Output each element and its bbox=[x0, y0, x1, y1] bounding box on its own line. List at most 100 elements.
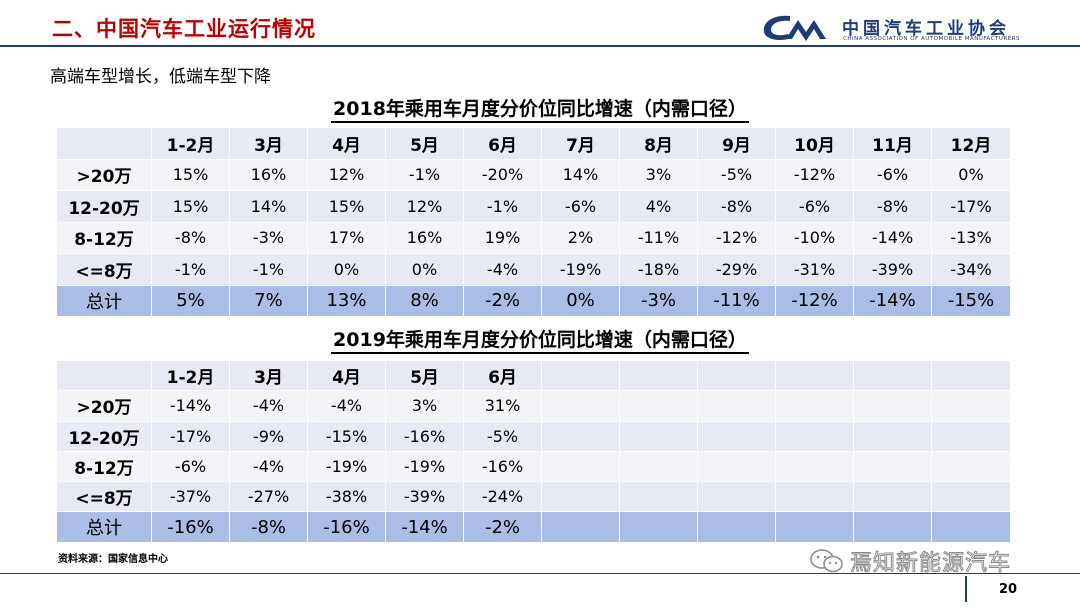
slide-title: 二、中国汽车工业运行情况 bbox=[52, 17, 316, 41]
table-cell: 7% bbox=[230, 285, 308, 317]
table-row: 8-12万 -8% -3% 17% 16% 19% 2% -11% -12% -10% -14% -1… bbox=[57, 222, 1011, 254]
table-cell: -12% bbox=[776, 285, 854, 317]
table-cell: -3% bbox=[230, 222, 308, 254]
table-cell: -27% bbox=[230, 482, 308, 513]
column-header: 10月 bbox=[776, 128, 854, 160]
table-cell: -8% bbox=[854, 191, 932, 223]
table-cell bbox=[542, 482, 620, 513]
caam-logo-icon bbox=[763, 15, 826, 41]
table-cell: -8% bbox=[230, 512, 308, 543]
row-header: 总计 bbox=[57, 512, 152, 543]
table-cell: -19% bbox=[386, 451, 464, 483]
table-cell: 0% bbox=[308, 254, 386, 286]
table-cell bbox=[620, 391, 698, 422]
table-cell bbox=[932, 421, 1011, 452]
table-cell: -5% bbox=[464, 421, 542, 452]
table-cell bbox=[854, 391, 932, 422]
table-cell: 4% bbox=[620, 191, 698, 223]
table-cell: -4% bbox=[308, 391, 386, 422]
table-cell: -1% bbox=[230, 254, 308, 286]
table-row: <=8万 -37% -27% -38% -39% -24% bbox=[57, 482, 1011, 513]
column-header: 8月 bbox=[620, 128, 698, 160]
table-cell: -34% bbox=[932, 254, 1011, 286]
column-header bbox=[698, 361, 776, 392]
table-cell: -15% bbox=[308, 421, 386, 452]
column-header: 3月 bbox=[230, 361, 308, 392]
table-2019-title-text: 2019年乘用车月度分价位同比增速（内需口径） bbox=[331, 328, 749, 354]
table-cell bbox=[854, 512, 932, 543]
column-header: 6月 bbox=[464, 361, 542, 392]
table-cell: -17% bbox=[932, 191, 1011, 223]
table-cell: -29% bbox=[698, 254, 776, 286]
table-cell: -19% bbox=[542, 254, 620, 286]
row-header: >20万 bbox=[57, 159, 152, 191]
table-row: >20万 -14% -4% -4% 3% 31% bbox=[57, 391, 1011, 422]
table-cell: 15% bbox=[152, 191, 230, 223]
footer-divider-line bbox=[0, 573, 1080, 574]
row-header: <=8万 bbox=[57, 254, 152, 286]
slide-subtitle: 高端车型增长，低端车型下降 bbox=[50, 67, 271, 87]
table-row: <=8万 -1% -1% 0% 0% -4% -19% -18% -29% -31% -39% -34… bbox=[57, 254, 1011, 286]
header-divider bbox=[0, 45, 1080, 47]
row-header: 12-20万 bbox=[57, 421, 152, 452]
org-name-en: CHINA ASSOCIATION OF AUTOMOBILE MANUFACT… bbox=[843, 36, 1021, 42]
table-2018-title: 2018年乘用车月度分价位同比增速（内需口径） bbox=[0, 97, 1080, 123]
table-cell: -10% bbox=[776, 222, 854, 254]
table-cell: -6% bbox=[776, 191, 854, 223]
table-cell bbox=[932, 391, 1011, 422]
table-cell: -19% bbox=[308, 451, 386, 483]
column-header bbox=[776, 361, 854, 392]
table-cell: -38% bbox=[308, 482, 386, 513]
table-cell: -11% bbox=[698, 285, 776, 317]
footer-vertical-divider bbox=[965, 576, 967, 602]
table-cell bbox=[854, 421, 932, 452]
table-cell: -16% bbox=[308, 512, 386, 543]
table-cell: -6% bbox=[152, 451, 230, 483]
table-cell: -17% bbox=[152, 421, 230, 452]
table-cell: 0% bbox=[386, 254, 464, 286]
row-header: 8-12万 bbox=[57, 222, 152, 254]
table-cell: 15% bbox=[308, 191, 386, 223]
table-cell: 12% bbox=[386, 191, 464, 223]
table-cell: -3% bbox=[620, 285, 698, 317]
table-2018: 1-2月 3月 4月 5月 6月 7月 8月 9月 10月 11月 12月 >20万 15% 16% 12%… bbox=[57, 128, 1011, 317]
table-header-row: 1-2月 3月 4月 5月 6月 7月 8月 9月 10月 11月 12月 bbox=[57, 128, 1011, 160]
column-header bbox=[854, 361, 932, 392]
table-cell: 3% bbox=[620, 159, 698, 191]
column-header: 4月 bbox=[308, 361, 386, 392]
column-header: 5月 bbox=[386, 361, 464, 392]
table-cell: -14% bbox=[152, 391, 230, 422]
table-cell bbox=[698, 451, 776, 483]
table-2019: 1-2月 3月 4月 5月 6月 >20万 -14% -4% -4% 3% 31% 12-20万 -17… bbox=[57, 361, 1011, 543]
table-cell: 5% bbox=[152, 285, 230, 317]
table-cell: -1% bbox=[386, 159, 464, 191]
table-cell: -15% bbox=[932, 285, 1011, 317]
table-cell bbox=[776, 512, 854, 543]
table-row: 8-12万 -6% -4% -19% -19% -16% bbox=[57, 451, 1011, 483]
table-row: 12-20万 15% 14% 15% 12% -1% -6% 4% -8% -6% -8% -17% bbox=[57, 191, 1011, 223]
table-cell bbox=[854, 451, 932, 483]
table-row: >20万 15% 16% 12% -1% -20% 14% 3% -5% -12% -6% 0% bbox=[57, 159, 1011, 191]
table-total-row: 总计 5% 7% 13% 8% -2% 0% -3% -11% -12% -14% -15% bbox=[57, 285, 1011, 317]
table-corner-cell bbox=[57, 128, 152, 160]
table-corner-cell bbox=[57, 361, 152, 392]
column-header: 9月 bbox=[698, 128, 776, 160]
table-cell: -6% bbox=[854, 159, 932, 191]
table-cell bbox=[776, 451, 854, 483]
table-cell: -14% bbox=[386, 512, 464, 543]
table-cell bbox=[542, 512, 620, 543]
table-cell: 0% bbox=[542, 285, 620, 317]
table-cell bbox=[776, 391, 854, 422]
slide-header: 二、中国汽车工业运行情况 中国汽车工业协会 CHINA ASSOCIATION … bbox=[0, 0, 1080, 48]
table-cell: -12% bbox=[776, 159, 854, 191]
watermark: 焉知新能源汽车 bbox=[849, 551, 1012, 577]
table-cell: -20% bbox=[464, 159, 542, 191]
table-cell: 0% bbox=[932, 159, 1011, 191]
source-note: 资料来源：国家信息中心 bbox=[58, 554, 168, 565]
table-cell bbox=[620, 482, 698, 513]
table-cell: -4% bbox=[464, 254, 542, 286]
column-header: 5月 bbox=[386, 128, 464, 160]
table-cell: 8% bbox=[386, 285, 464, 317]
table-cell: 13% bbox=[308, 285, 386, 317]
column-header bbox=[932, 361, 1011, 392]
